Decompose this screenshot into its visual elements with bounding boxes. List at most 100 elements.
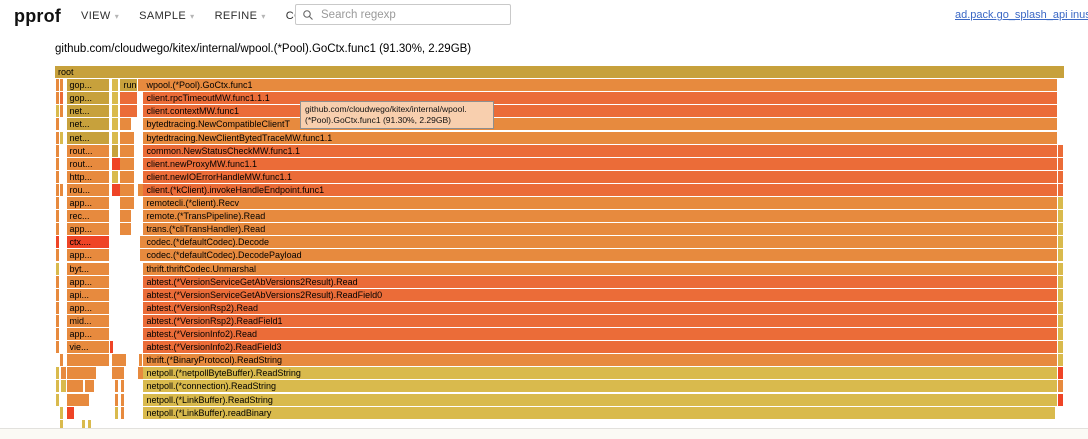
menu-refine[interactable]: REFINE ▾ [215, 10, 266, 22]
flame-frame-fragment[interactable] [110, 341, 114, 354]
flame-frame[interactable]: netpoll.(*netpollByteBuffer).ReadString [143, 367, 1057, 380]
flame-frame[interactable]: api... [66, 288, 110, 301]
flame-frame[interactable]: app... [66, 301, 110, 314]
flame-frame-fragment[interactable] [56, 197, 59, 210]
flame-frame-fragment[interactable] [1058, 301, 1063, 314]
flame-frame[interactable]: abtest.(*VersionInfo2).ReadField3 [143, 341, 1057, 354]
flame-frame-fragment[interactable] [56, 223, 59, 236]
flame-frame-fragment[interactable] [66, 367, 96, 380]
flame-frame[interactable]: thrift.(*BinaryProtocol).ReadString [143, 354, 1057, 367]
flame-frame-fragment[interactable] [87, 419, 91, 428]
flame-frame-fragment[interactable] [112, 144, 118, 157]
flame-frame[interactable]: client.newProxyMW.func1.1 [143, 157, 1057, 170]
flame-frame[interactable]: gop... [66, 92, 110, 105]
flame-frame-fragment[interactable] [120, 393, 124, 406]
flame-frame-fragment[interactable] [1058, 197, 1063, 210]
search-input[interactable] [319, 7, 510, 22]
flame-frame-fragment[interactable] [138, 79, 142, 92]
flame-frame[interactable]: wpool.(*Pool).GoCtx.func1 [143, 79, 1057, 92]
flame-frame-fragment[interactable] [56, 131, 59, 144]
flame-frame-fragment[interactable] [60, 406, 64, 419]
flame-frame[interactable]: codec.(*defaultCodec).Decode [143, 236, 1057, 249]
flame-frame-fragment[interactable] [66, 354, 110, 367]
flame-frame[interactable]: app... [66, 249, 110, 262]
flame-frame-fragment[interactable] [56, 328, 59, 341]
flame-frame[interactable]: remotecli.(*client).Recv [143, 197, 1057, 210]
flame-frame[interactable]: net... [66, 118, 110, 131]
menu-sample[interactable]: SAMPLE ▾ [139, 10, 194, 22]
flame-frame-fragment[interactable] [120, 144, 134, 157]
flame-frame-fragment[interactable] [56, 314, 59, 327]
flame-frame-fragment[interactable] [1058, 157, 1063, 170]
flame-frame[interactable]: bytedtracing.NewClientBytedTraceMW.func1… [143, 131, 1057, 144]
flame-frame-fragment[interactable] [112, 157, 122, 170]
flame-frame-fragment[interactable] [1058, 288, 1063, 301]
flame-frame[interactable]: abtest.(*VersionServiceGetAbVersions2Res… [143, 288, 1057, 301]
flame-frame[interactable]: bytedtracing.NewCompatibleClientT [143, 118, 1057, 131]
flame-frame-fragment[interactable] [112, 131, 118, 144]
flame-frame-fragment[interactable] [61, 380, 67, 393]
flame-frame-fragment[interactable] [56, 236, 59, 249]
flame-frame-fragment[interactable] [1058, 314, 1063, 327]
flame-frame-fragment[interactable] [137, 367, 141, 380]
flame-frame-fragment[interactable] [138, 183, 142, 196]
flame-frame[interactable]: abtest.(*VersionRsp2).ReadField1 [143, 314, 1057, 327]
flame-frame-fragment[interactable] [1058, 236, 1063, 249]
flame-frame-fragment[interactable] [56, 118, 59, 131]
flame-frame-fragment[interactable] [56, 380, 59, 393]
flame-frame-fragment[interactable] [1058, 262, 1063, 275]
flame-frame[interactable]: net... [66, 131, 110, 144]
flame-frame[interactable]: netpoll.(*LinkBuffer).readBinary [143, 406, 1055, 419]
flame-frame-fragment[interactable] [112, 367, 125, 380]
flame-frame[interactable]: app... [66, 275, 110, 288]
flame-frame-fragment[interactable] [112, 118, 118, 131]
flame-frame-fragment[interactable] [56, 341, 59, 354]
search-box[interactable] [295, 4, 511, 25]
flame-frame-fragment[interactable] [56, 92, 59, 105]
flame-frame[interactable]: netpoll.(*connection).ReadString [143, 380, 1057, 393]
flame-frame-fragment[interactable] [1058, 210, 1063, 223]
flame-frame-fragment[interactable] [120, 380, 124, 393]
flame-frame-fragment[interactable] [1058, 341, 1063, 354]
flame-frame[interactable]: thrift.thriftCodec.Unmarshal [143, 262, 1057, 275]
flame-frame-fragment[interactable] [1058, 183, 1063, 196]
flame-frame[interactable]: mid... [66, 314, 110, 327]
flame-frame[interactable]: app... [66, 223, 110, 236]
flame-frame[interactable]: root [55, 66, 1064, 79]
flame-frame-fragment[interactable] [60, 79, 64, 92]
flame-frame[interactable]: app... [66, 328, 110, 341]
flame-frame-fragment[interactable] [120, 183, 134, 196]
flame-frame-fragment[interactable] [112, 105, 118, 118]
flame-frame-fragment[interactable] [140, 367, 144, 380]
flame-frame-fragment[interactable] [112, 79, 118, 92]
flame-frame[interactable]: rec... [66, 210, 110, 223]
flame-frame[interactable]: trans.(*cliTransHandler).Read [143, 223, 1057, 236]
flame-frame-fragment[interactable] [120, 131, 134, 144]
flame-frame[interactable]: app... [66, 197, 110, 210]
flame-frame-fragment[interactable] [114, 380, 118, 393]
flame-frame[interactable]: common.NewStatusCheckMW.func1.1 [143, 144, 1057, 157]
flame-frame-fragment[interactable] [56, 393, 59, 406]
flame-frame-fragment[interactable] [1058, 393, 1063, 406]
flame-frame-fragment[interactable] [114, 406, 118, 419]
flame-frame[interactable]: client.newIOErrorHandleMW.func1.1 [143, 170, 1057, 183]
flame-frame-fragment[interactable] [56, 105, 59, 118]
flame-frame-fragment[interactable] [60, 105, 64, 118]
flame-frame[interactable]: remote.(*TransPipeline).Read [143, 210, 1057, 223]
flame-frame[interactable]: rout... [66, 157, 110, 170]
flame-frame[interactable]: rou... [66, 183, 110, 196]
flame-frame[interactable]: rout... [66, 144, 110, 157]
flame-frame-fragment[interactable] [66, 393, 89, 406]
flame-frame[interactable]: run... [120, 79, 137, 92]
flame-frame[interactable]: byt... [66, 262, 110, 275]
flame-frame-fragment[interactable] [82, 419, 86, 428]
flame-frame[interactable]: gop... [66, 79, 110, 92]
flame-frame[interactable]: client.(*kClient).invokeHandleEndpoint.f… [143, 183, 1057, 196]
flame-frame-fragment[interactable] [56, 183, 59, 196]
flame-frame-fragment[interactable] [114, 393, 118, 406]
flame-frame-fragment[interactable] [120, 223, 131, 236]
flame-frame-fragment[interactable] [1058, 380, 1063, 393]
flame-frame-fragment[interactable] [140, 183, 144, 196]
flame-frame-fragment[interactable] [120, 105, 137, 118]
flame-frame-fragment[interactable] [120, 210, 131, 223]
